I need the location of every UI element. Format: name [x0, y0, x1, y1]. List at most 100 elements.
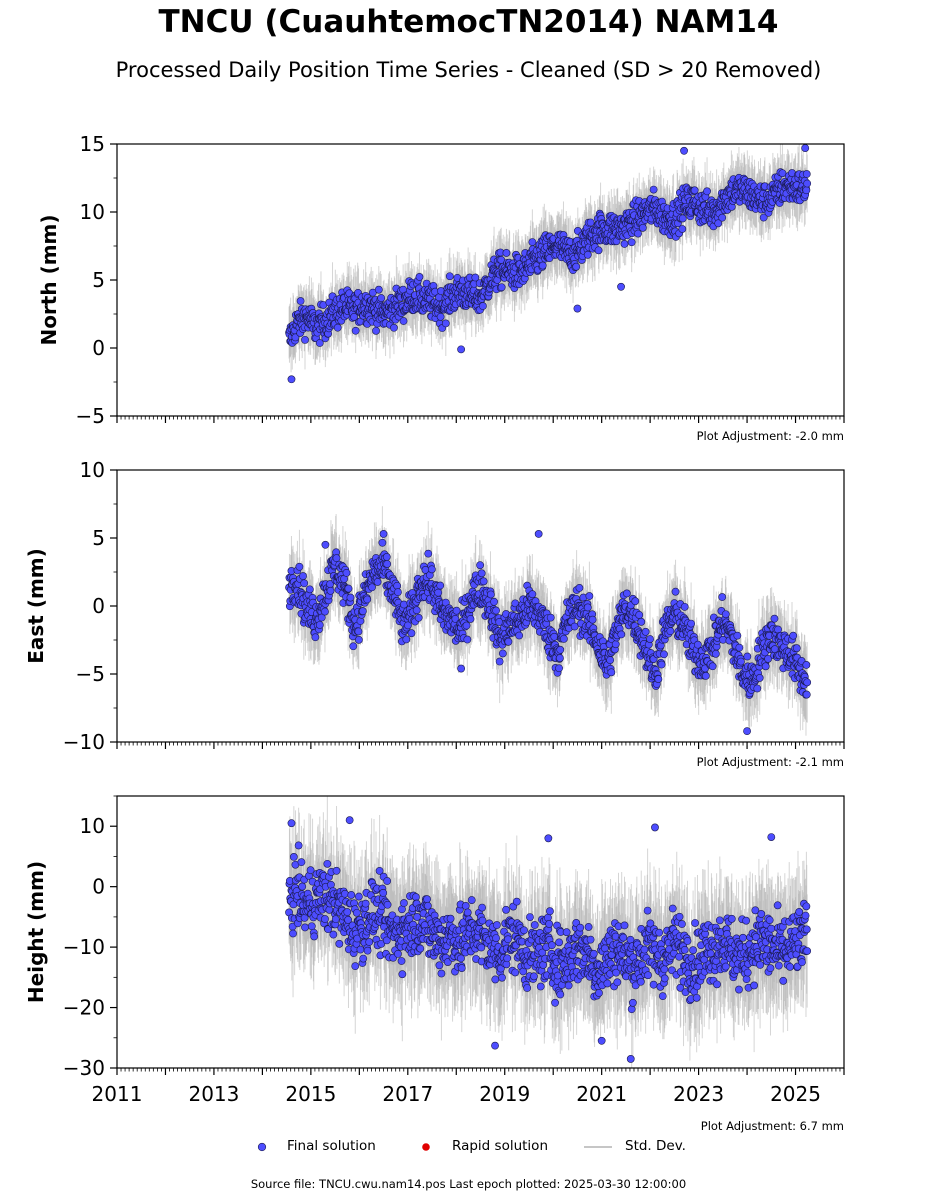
plot-adjustment-note: Plot Adjustment: -2.0 mm	[697, 429, 844, 443]
final-solution-point	[326, 586, 335, 595]
final-solution-point	[538, 261, 547, 270]
final-solution-point	[714, 219, 723, 228]
final-solution-point	[299, 572, 307, 580]
final-solution-point	[559, 634, 568, 643]
final-solution-point	[399, 317, 408, 325]
final-solution-point	[622, 589, 631, 598]
final-solution-point	[703, 187, 711, 196]
final-solution-point	[315, 621, 324, 629]
final-solution-point	[300, 579, 309, 588]
final-solution-point	[368, 583, 376, 592]
final-solution-point	[504, 637, 513, 646]
chart-subtitle: Processed Daily Position Time Series - C…	[115, 58, 822, 82]
final-solution-point	[759, 213, 768, 222]
final-solution-point	[495, 657, 504, 666]
final-solution-point	[479, 577, 488, 586]
final-solution-point	[445, 272, 454, 281]
final-solution-point	[586, 218, 595, 227]
plot-area	[285, 506, 812, 736]
final-solution-point	[528, 238, 537, 246]
final-solution-point	[570, 622, 579, 631]
final-solution-point	[321, 607, 329, 616]
final-solution-point	[358, 607, 367, 616]
final-solution-point	[311, 633, 320, 642]
final-solution-point	[346, 593, 355, 602]
final-solution-point	[490, 597, 498, 606]
final-solution-point	[382, 553, 391, 561]
final-solution-point	[373, 578, 382, 586]
final-solution-point	[678, 214, 687, 223]
final-solution-point	[555, 664, 563, 673]
y-tick-label: 5	[92, 268, 105, 292]
final-solution-point	[611, 640, 620, 649]
final-solution-point	[436, 312, 445, 321]
final-solution-point	[305, 585, 314, 594]
final-solution-point	[407, 629, 416, 638]
final-solution-point	[350, 313, 358, 321]
final-solution-point	[778, 169, 787, 178]
chart-title: TNCU (CuauhtemocTN2014) NAM14	[158, 4, 779, 40]
final-solution-point	[631, 597, 640, 606]
y-tick-label: 15	[80, 132, 105, 156]
final-solution-point	[349, 642, 358, 651]
final-solution-point	[583, 603, 592, 612]
final-solution-point	[414, 613, 423, 622]
final-solution-point	[572, 262, 581, 271]
final-solution-point	[802, 170, 811, 178]
panel-1: −5 0 5 10 15 North (mm) Plot Adjustment: -2.0 …	[37, 132, 845, 443]
final-solution-point	[451, 614, 460, 623]
final-solution-point	[678, 225, 687, 233]
final-solution-point	[594, 246, 603, 255]
final-solution-point	[466, 615, 475, 623]
final-solution-point	[649, 185, 658, 194]
final-solution-point	[634, 229, 642, 238]
final-solution-point	[546, 613, 555, 622]
final-solution-point	[478, 302, 487, 310]
final-solution-point	[556, 645, 565, 654]
final-solution-point	[515, 631, 524, 640]
outlier-point	[680, 146, 688, 155]
final-solution-point	[295, 562, 304, 571]
final-solution-point	[383, 560, 392, 568]
final-solution-point	[452, 606, 461, 615]
final-solution-point	[333, 323, 342, 332]
y-tick-label: 0	[92, 336, 105, 360]
final-solution-point	[301, 335, 309, 344]
final-solution-point	[342, 568, 351, 577]
final-solution-point	[363, 595, 372, 604]
final-solution-point	[635, 611, 644, 619]
final-solution-point	[638, 223, 647, 232]
final-solution-point	[583, 250, 592, 259]
outlier-point	[457, 345, 466, 354]
final-solution-point	[690, 186, 699, 195]
final-solution-point	[377, 294, 386, 302]
y-tick-label: −5	[76, 404, 105, 428]
final-solution-point	[528, 590, 537, 599]
final-solution-point	[378, 538, 387, 547]
final-solution-point	[291, 333, 300, 342]
final-solution-point	[394, 588, 402, 597]
final-solution-point	[434, 588, 443, 597]
y-axis-label: North (mm)	[37, 214, 61, 345]
final-solution-point	[372, 326, 380, 335]
final-solution-point	[492, 606, 500, 615]
y-tick-label: 10	[80, 200, 105, 224]
final-solution-point	[803, 179, 812, 188]
final-solution-point	[317, 613, 326, 622]
final-solution-point	[463, 635, 472, 644]
final-solution-point	[588, 615, 597, 624]
outlier-point	[617, 282, 625, 291]
final-solution-point	[477, 569, 486, 578]
final-solution-point	[344, 584, 353, 593]
final-solution-point	[415, 273, 424, 281]
final-solution-point	[471, 273, 480, 282]
final-solution-point	[502, 249, 511, 257]
final-solution-point	[296, 297, 305, 305]
final-solution-point	[374, 285, 383, 294]
final-solution-point	[607, 668, 616, 677]
final-solution-point	[718, 213, 727, 222]
final-solution-point	[315, 339, 324, 347]
final-solution-point	[620, 240, 629, 248]
